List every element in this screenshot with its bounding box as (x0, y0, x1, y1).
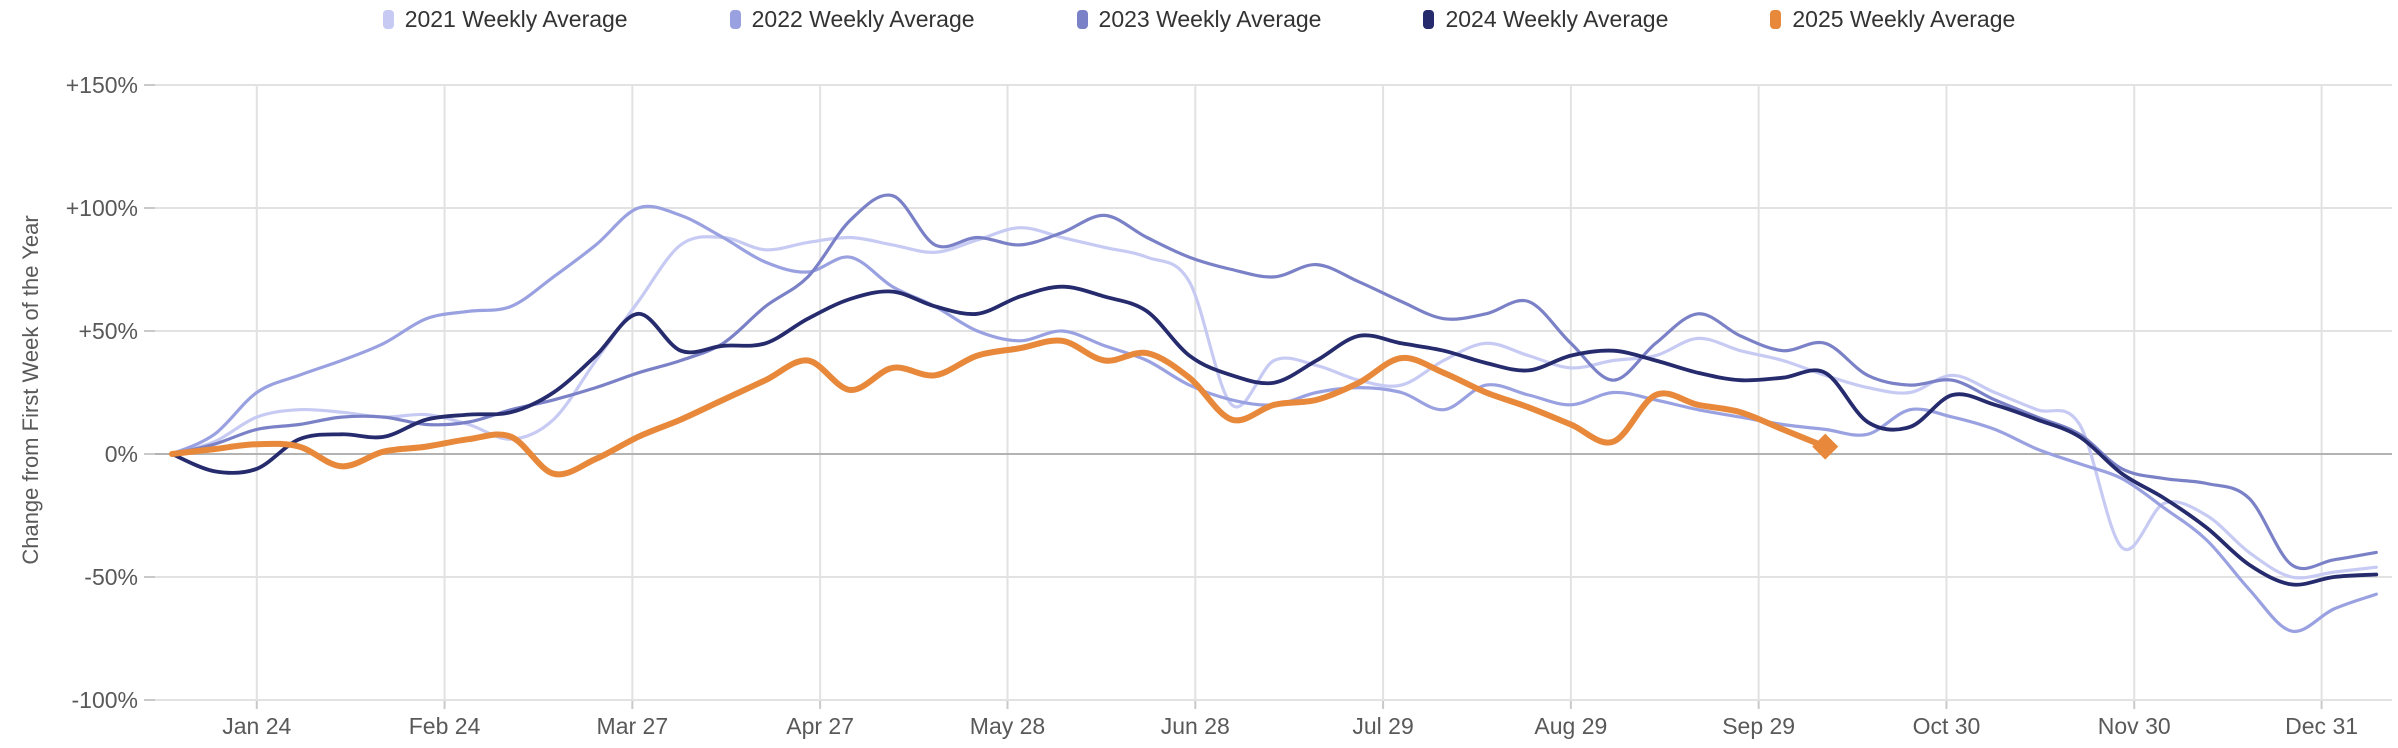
x-axis-tick-label: May 28 (970, 713, 1045, 739)
x-axis-tick-label: Aug 29 (1534, 713, 1607, 739)
x-axis-tick-label: Jan 24 (222, 713, 291, 739)
x-axis-tick-label: Jul 29 (1352, 713, 1413, 739)
y-axis-tick-label: 0% (105, 441, 138, 467)
legend-label: 2024 Weekly Average (1445, 6, 1669, 32)
legend-item-2024[interactable]: 2024 Weekly Average (1423, 6, 1668, 33)
y-axis-tick-label: -100% (72, 687, 138, 713)
x-axis-tick-label: Dec 31 (2285, 713, 2358, 739)
series-end-diamond-marker (1812, 433, 1839, 460)
legend-swatch-icon (382, 10, 394, 29)
y-axis-tick-label: +100% (66, 195, 138, 221)
legend-item-2023[interactable]: 2023 Weekly Average (1076, 6, 1322, 33)
legend-label: 2025 Weekly Average (1792, 6, 2016, 32)
series-line-2021 (170, 226, 2378, 580)
x-axis-tick-label: Oct 30 (1913, 713, 1981, 739)
y-axis-tick-label: -50% (84, 564, 138, 590)
legend-swatch-icon (1423, 10, 1435, 29)
legend-swatch-icon (1770, 10, 1782, 29)
series-line-2023 (170, 193, 2378, 571)
x-axis-tick-label: Apr 27 (786, 713, 854, 739)
y-axis-tick-label: +50% (79, 318, 138, 344)
legend-swatch-icon (1076, 10, 1088, 29)
y-axis-title: Change from First Week of the Year (18, 215, 43, 565)
x-axis-tick-label: Sep 29 (1722, 713, 1795, 739)
chart-legend: 2021 Weekly Average 2022 Weekly Average 20… (0, 6, 2398, 33)
legend-item-2025[interactable]: 2025 Weekly Average (1770, 6, 2015, 33)
legend-item-2021[interactable]: 2021 Weekly Average (382, 6, 628, 33)
x-axis-tick-label: Feb 24 (409, 713, 481, 739)
x-axis-tick-label: Jun 28 (1161, 713, 1230, 739)
legend-label: 2023 Weekly Average (1098, 6, 1322, 32)
x-axis-tick-label: Nov 30 (2098, 713, 2171, 739)
series-line-2024 (170, 284, 2379, 587)
legend-label: 2022 Weekly Average (751, 6, 975, 32)
legend-label: 2021 Weekly Average (404, 6, 628, 32)
legend-item-2022[interactable]: 2022 Weekly Average (729, 6, 975, 33)
x-axis-tick-label: Mar 27 (597, 713, 669, 739)
plot-area[interactable] (155, 85, 2392, 700)
legend-swatch-icon (729, 10, 741, 29)
series-line-2025 (169, 337, 1829, 478)
y-axis-tick-label: +150% (66, 72, 138, 98)
